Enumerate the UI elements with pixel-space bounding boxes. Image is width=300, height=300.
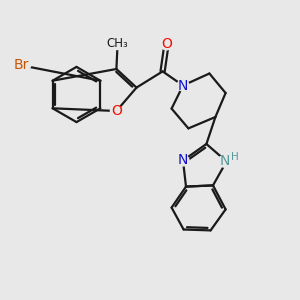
- Text: N: N: [220, 154, 230, 168]
- Text: CH₃: CH₃: [107, 37, 128, 50]
- Text: N: N: [178, 79, 188, 92]
- Ellipse shape: [177, 80, 189, 91]
- Ellipse shape: [109, 38, 127, 50]
- Text: N: N: [178, 154, 188, 167]
- Ellipse shape: [13, 59, 31, 71]
- Text: Br: Br: [14, 58, 29, 72]
- Ellipse shape: [160, 39, 172, 50]
- Ellipse shape: [177, 155, 189, 166]
- Ellipse shape: [110, 106, 122, 116]
- Ellipse shape: [217, 155, 236, 167]
- Text: H: H: [231, 152, 239, 162]
- Text: O: O: [161, 38, 172, 51]
- Text: O: O: [111, 104, 122, 118]
